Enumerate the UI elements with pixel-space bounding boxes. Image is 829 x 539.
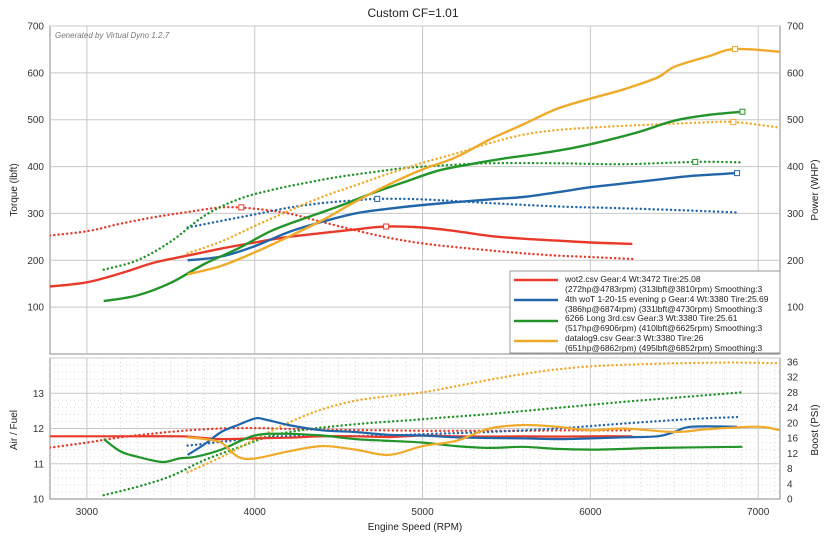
upper-right-tick-200: 200 — [787, 256, 804, 267]
lower-right-tick-8: 8 — [787, 464, 793, 475]
peak-marker-5 — [692, 158, 699, 165]
lower-right-tick-24: 24 — [787, 403, 799, 414]
torque-line-1 — [186, 197, 739, 229]
afr-line-1 — [187, 416, 738, 456]
boost-line-2 — [102, 391, 744, 497]
power-line-1 — [187, 171, 738, 262]
torque-line-2 — [102, 160, 744, 271]
afr-line-2 — [103, 432, 743, 464]
upper-left-tick-100: 100 — [27, 303, 44, 314]
lower-left-tick-12: 12 — [33, 424, 45, 435]
upper-left-tick-300: 300 — [27, 209, 44, 220]
legend-box — [509, 270, 781, 354]
power-line-0 — [50, 225, 633, 288]
peak-marker-4 — [739, 108, 746, 115]
x-axis-label: Engine Speed (RPM) — [368, 522, 463, 533]
peak-marker-7 — [730, 119, 737, 126]
lower-right-tick-28: 28 — [787, 388, 799, 399]
torque-line-0 — [50, 205, 634, 261]
lower-grid — [50, 357, 780, 499]
lower-right-tick-20: 20 — [787, 418, 799, 429]
legend-entry-1-line1: 4th woT 1-20-15 evening p Gear:4 Wt:3380… — [565, 294, 769, 304]
lower-series — [50, 361, 780, 497]
upper-right-tick-700: 700 — [787, 22, 804, 33]
lower-left-tick-13: 13 — [33, 389, 45, 400]
lower-right-tick-36: 36 — [787, 357, 799, 368]
chart-title: Custom CF=1.01 — [367, 6, 458, 20]
legend-entry-2-line1: 6266 Long 3rd.csv Gear:3 Wt:3380 Tire:25… — [565, 313, 738, 323]
x-tick-6000: 6000 — [579, 507, 602, 518]
legend-entry-0-line1: wot2.csv Gear:4 Wt:3472 Tire:25.08 — [564, 274, 701, 284]
chart-credit: Generated by Virtual Dyno 1.2.7 — [55, 31, 170, 40]
legend-entry-0-line2: (272hp@4783rpm) (313lbft@3810rpm) Smooth… — [565, 284, 763, 294]
peak-marker-0 — [383, 223, 390, 230]
x-tick-7000: 7000 — [747, 507, 770, 518]
upper-right-tick-600: 600 — [787, 68, 804, 79]
upper-series — [50, 45, 780, 303]
upper-right-tick-300: 300 — [787, 209, 804, 220]
x-tick-3000: 3000 — [76, 507, 99, 518]
upper-right-tick-400: 400 — [787, 162, 804, 173]
upper-left-tick-700: 700 — [27, 22, 44, 33]
lower-right-tick-0: 0 — [787, 495, 793, 506]
peak-marker-3 — [374, 195, 381, 202]
lower-right-axis-label: Boost (PSI) — [810, 404, 821, 455]
legend-entry-2-line2: (517hp@6906rpm) (410lbft@6625rpm) Smooth… — [565, 323, 763, 333]
axes-text: 3000 4000 5000 6000 700010020030040050060070… — [27, 22, 804, 519]
lower-right-tick-4: 4 — [787, 479, 793, 490]
upper-left-tick-600: 600 — [27, 68, 44, 79]
lower-right-tick-12: 12 — [787, 449, 799, 460]
peak-marker-2 — [734, 170, 741, 177]
boost-line-3 — [186, 361, 780, 474]
lower-left-tick-10: 10 — [33, 495, 45, 506]
peak-marker-6 — [732, 45, 739, 52]
lower-right-tick-32: 32 — [787, 373, 799, 384]
afr-line-3 — [187, 423, 780, 461]
legend: wot2.csv Gear:4 Wt:3472 Tire:25.08 (272h… — [509, 270, 781, 354]
legend-entry-3-line1: datalog9.csv Gear:3 Wt:3380 Tire:26 — [565, 333, 704, 343]
upper-right-axis-label: Power (WHP) — [810, 159, 821, 220]
power-line-3 — [187, 47, 780, 276]
upper-right-tick-500: 500 — [787, 115, 804, 126]
upper-left-tick-500: 500 — [27, 115, 44, 126]
x-tick-4000: 4000 — [244, 507, 267, 518]
upper-left-tick-400: 400 — [27, 162, 44, 173]
lower-left-tick-11: 11 — [34, 459, 45, 470]
power-line-2 — [103, 110, 743, 303]
upper-right-tick-100: 100 — [787, 303, 804, 314]
peak-marker-1 — [238, 204, 245, 211]
x-tick-5000: 5000 — [411, 507, 434, 518]
lower-right-tick-16: 16 — [787, 434, 799, 445]
lower-left-axis-label: Air / Fuel — [9, 410, 20, 450]
legend-entry-1-line2: (386hp@6874rpm) (331lbft@4730rpm) Smooth… — [565, 304, 763, 314]
upper-left-tick-200: 200 — [27, 256, 44, 267]
upper-left-axis-label: Torque (lbft) — [9, 163, 20, 216]
legend-entry-3-line2: (651hp@6862rpm) (495lbft@6852rpm) Smooth… — [565, 343, 763, 353]
